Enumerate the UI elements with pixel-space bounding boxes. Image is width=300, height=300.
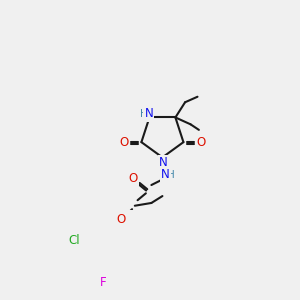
Text: O: O xyxy=(119,136,129,148)
Text: N: N xyxy=(161,168,170,181)
Text: N: N xyxy=(144,107,153,121)
Text: H: H xyxy=(140,109,148,119)
Text: N: N xyxy=(159,156,167,169)
Text: O: O xyxy=(116,213,126,226)
Text: O: O xyxy=(129,172,138,184)
Text: F: F xyxy=(100,276,106,289)
Text: O: O xyxy=(196,136,205,148)
Text: H: H xyxy=(167,170,175,180)
Text: Cl: Cl xyxy=(69,234,80,247)
